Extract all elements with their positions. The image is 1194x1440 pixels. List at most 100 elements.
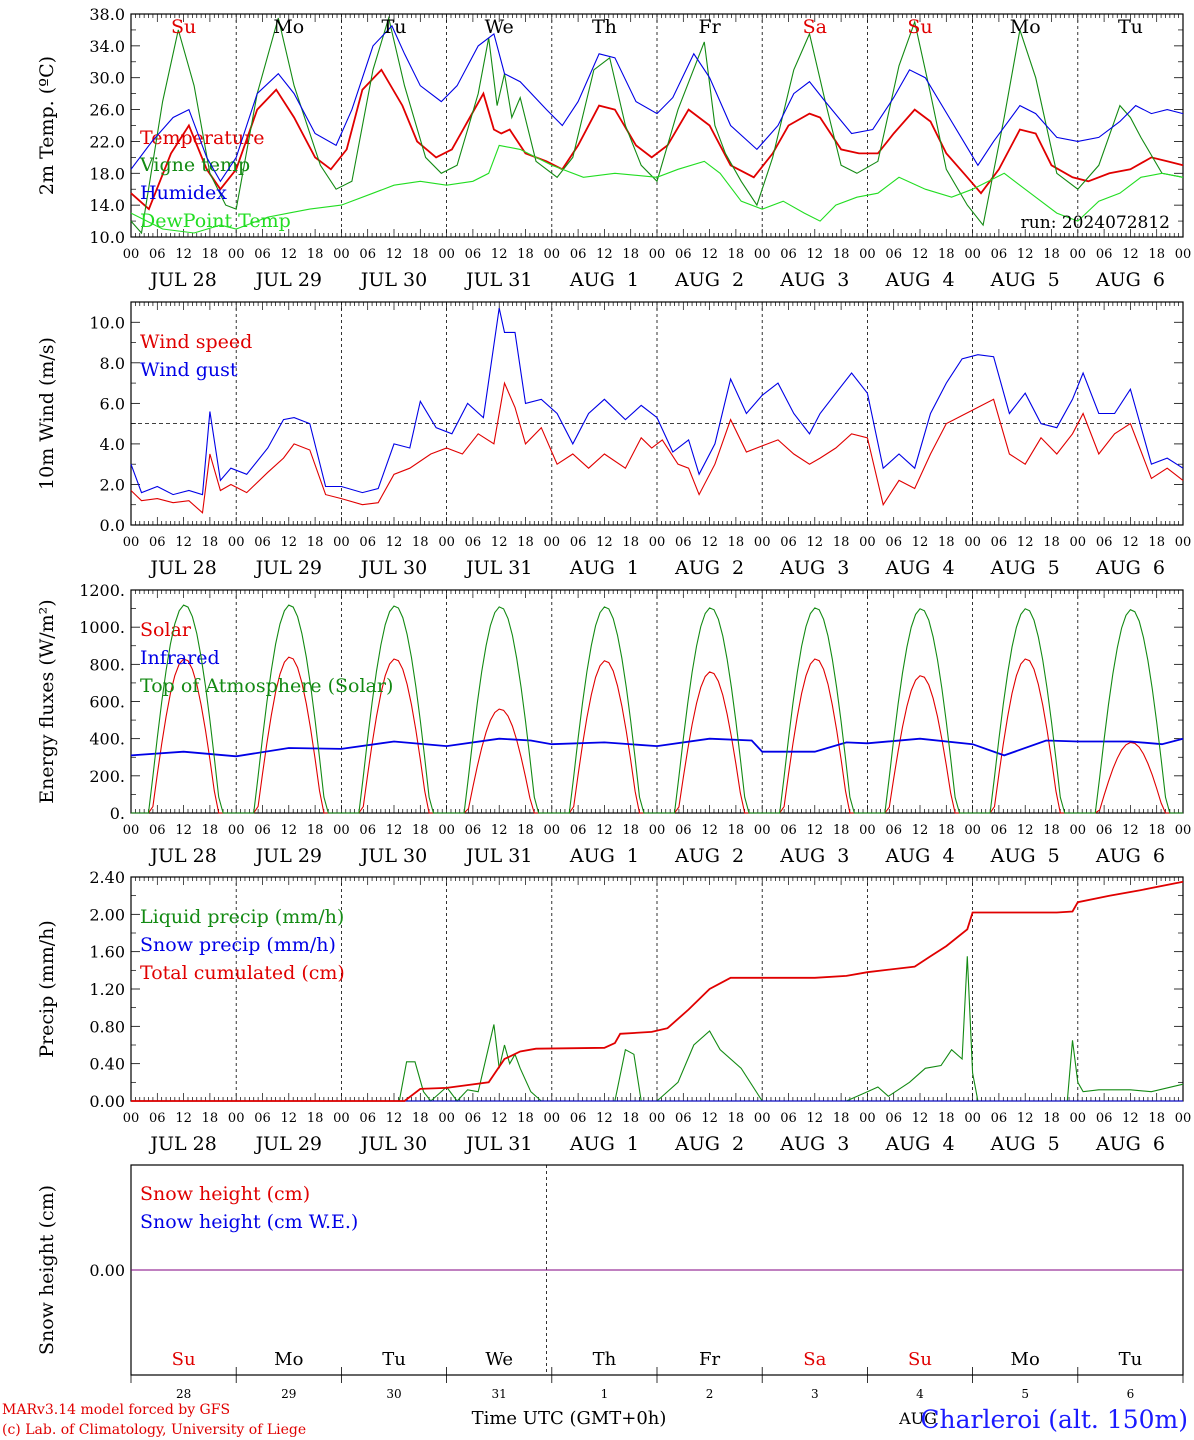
hour-tick-label: 00 (754, 1111, 771, 1126)
hour-tick-label: 00 (964, 247, 981, 262)
hour-tick-label: 12 (701, 823, 718, 838)
hour-tick-label: 12 (386, 823, 403, 838)
hour-tick-label: 00 (1175, 247, 1192, 262)
weekday-label: Mo (1010, 16, 1041, 38)
date-label: AUG 1 (569, 1133, 639, 1155)
y-tick-label: 14.0 (89, 196, 125, 215)
hour-tick-label: 12 (912, 1111, 929, 1126)
y-tick-label: 0.00 (89, 1092, 125, 1111)
snow-y-axis-title: Snow height (cm) (36, 1185, 58, 1355)
hour-tick-label: 12 (386, 1111, 403, 1126)
energy-series-top-of-atmosphere-solar (131, 604, 1183, 814)
date-label: AUG 5 (990, 269, 1060, 291)
day-number-label: 4 (916, 1387, 924, 1401)
hour-tick-label: 00 (1070, 247, 1087, 262)
day-number-label: 5 (1021, 1387, 1029, 1401)
hour-tick-label: 12 (701, 1111, 718, 1126)
day-number-label: 31 (492, 1387, 507, 1401)
hour-tick-label: 12 (386, 247, 403, 262)
date-label: AUG 3 (779, 269, 849, 291)
date-label: AUG 2 (674, 1133, 744, 1155)
date-label: JUL 31 (464, 269, 532, 291)
hour-tick-label: 06 (359, 247, 376, 262)
hour-tick-label: 00 (333, 247, 350, 262)
y-tick-label: 800. (89, 655, 125, 674)
hour-tick-label: 18 (1148, 535, 1165, 550)
y-tick-label: 1000. (79, 618, 125, 637)
weekday-label: Sa (803, 16, 827, 38)
hour-tick-label: 18 (833, 1111, 850, 1126)
hour-tick-label: 12 (491, 247, 508, 262)
hour-tick-label: 18 (622, 1111, 639, 1126)
date-label: AUG 4 (884, 1133, 954, 1155)
hour-tick-label: 18 (728, 535, 745, 550)
hour-tick-label: 18 (202, 247, 219, 262)
day-number-label: 28 (176, 1387, 191, 1401)
hour-tick-label: 00 (438, 535, 455, 550)
hour-tick-label: 18 (938, 1111, 955, 1126)
hour-tick-label: 06 (780, 247, 797, 262)
hour-tick-label: 00 (1175, 535, 1192, 550)
hour-tick-label: 06 (885, 1111, 902, 1126)
temperature-series-humidex (130, 24, 1184, 183)
hour-tick-label: 00 (859, 1111, 876, 1126)
hour-tick-label: 00 (754, 247, 771, 262)
hour-tick-label: 06 (570, 535, 587, 550)
weekday-label: Th (593, 1349, 617, 1370)
hour-tick-label: 00 (333, 1111, 350, 1126)
hour-tick-label: 06 (570, 823, 587, 838)
hour-tick-label: 18 (307, 1111, 324, 1126)
weekday-label: We (485, 1349, 513, 1370)
wind-series-wind-speed (130, 381, 1184, 514)
precip-y-axis-title: Precip (mm/h) (36, 920, 58, 1058)
hour-tick-label: 06 (465, 247, 482, 262)
hour-tick-label: 00 (754, 535, 771, 550)
hour-tick-label: 00 (228, 535, 245, 550)
hour-tick-label: 12 (1017, 1111, 1034, 1126)
hour-tick-label: 00 (649, 1111, 666, 1126)
hour-tick-label: 00 (1070, 823, 1087, 838)
hour-tick-label: 06 (570, 247, 587, 262)
hour-tick-label: 18 (517, 823, 534, 838)
date-label: JUL 28 (148, 845, 216, 867)
hour-tick-label: 12 (175, 247, 192, 262)
legend-entry: Total cumulated (cm) (140, 962, 345, 984)
day-number-label: 6 (1127, 1387, 1135, 1401)
hour-tick-label: 00 (123, 823, 140, 838)
hour-tick-label: 12 (491, 823, 508, 838)
date-label: JUL 28 (148, 1133, 216, 1155)
hour-tick-label: 12 (491, 1111, 508, 1126)
wind-series-wind-gust (130, 307, 1184, 496)
hour-tick-label: 06 (465, 823, 482, 838)
hour-tick-label: 18 (412, 247, 429, 262)
hour-tick-label: 00 (649, 247, 666, 262)
station-label: Charleroi (alt. 150m) (920, 1405, 1188, 1434)
hour-tick-label: 00 (123, 1111, 140, 1126)
energy-plot-frame (130, 589, 1184, 814)
y-tick-label: 2.00 (89, 905, 125, 924)
y-tick-label: 18.0 (89, 164, 125, 183)
hour-tick-label: 18 (938, 823, 955, 838)
legend-entry: Vigne temp (139, 154, 250, 176)
hour-tick-label: 18 (833, 247, 850, 262)
date-label: AUG 1 (569, 269, 639, 291)
weekday-label: Su (171, 16, 196, 38)
hour-tick-label: 06 (991, 247, 1008, 262)
legend-entry: Infrared (140, 647, 220, 669)
model-credit-line-2: (c) Lab. of Climatology, University of L… (2, 1422, 306, 1438)
hour-tick-label: 18 (517, 247, 534, 262)
legend-entry: Snow precip (mm/h) (140, 934, 336, 956)
day-number-label: 30 (386, 1387, 401, 1401)
legend-entry: Temperature (140, 127, 264, 149)
hour-tick-label: 06 (675, 823, 692, 838)
legend-entry: Snow height (cm) (140, 1183, 310, 1205)
hour-tick-label: 18 (833, 823, 850, 838)
date-label: AUG 3 (779, 557, 849, 579)
y-tick-label: 1200. (79, 581, 125, 600)
hour-tick-label: 12 (912, 247, 929, 262)
hour-tick-label: 00 (123, 535, 140, 550)
y-tick-label: 10.0 (89, 313, 125, 332)
hour-tick-label: 06 (359, 823, 376, 838)
temperature-series-temperature (130, 68, 1184, 211)
y-tick-label: 600. (89, 693, 125, 712)
